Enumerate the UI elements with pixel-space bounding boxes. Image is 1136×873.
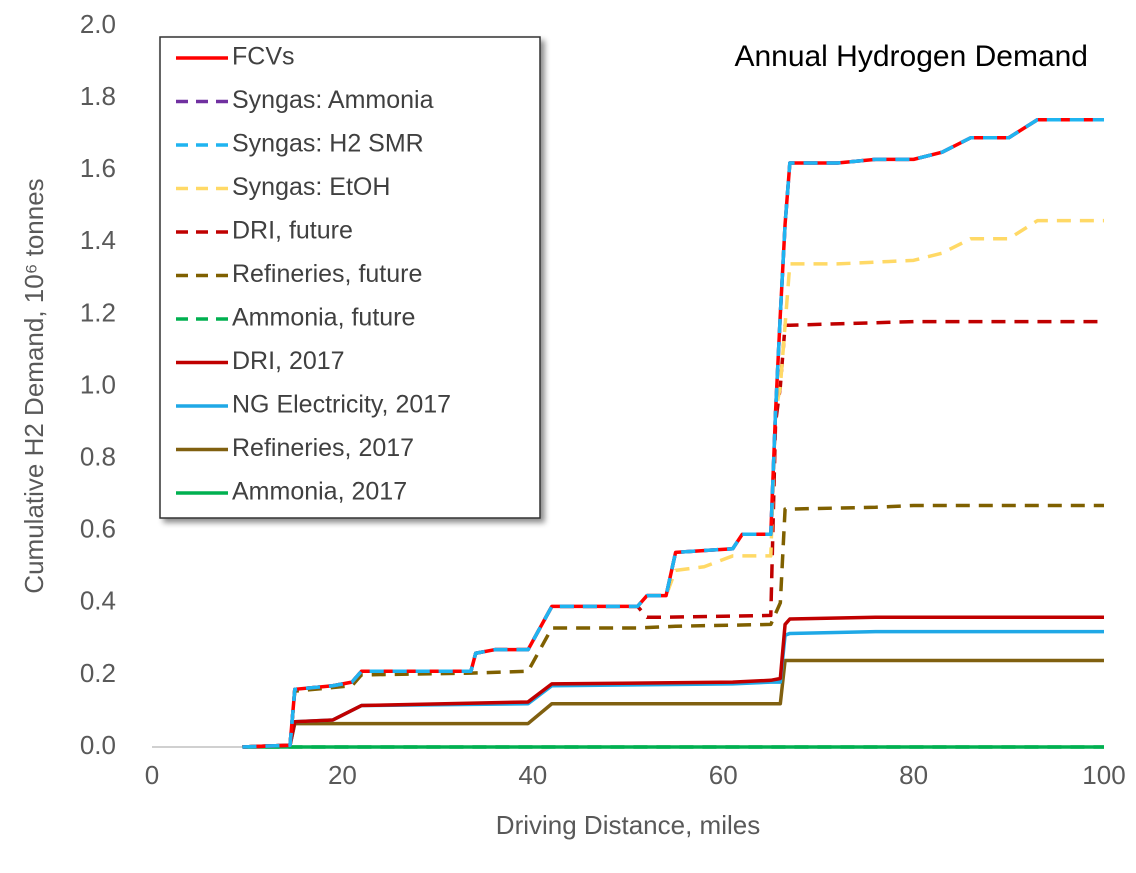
legend-label: NG Electricity, 2017 [232,391,451,419]
plot-lines [242,117,1104,749]
y-tick-label: 0.8 [80,441,116,471]
legend-label: DRI, future [232,217,353,245]
series-line [242,117,1104,749]
y-tick-label: 1.6 [80,153,116,183]
legend-label: Ammonia, 2017 [232,478,407,506]
y-tick-label: 1.8 [80,81,116,111]
legend-label: Syngas: H2 SMR [232,130,424,158]
x-tick-label: 80 [899,760,928,790]
legend-label: Ammonia, future [232,304,415,332]
x-tick-label: 40 [518,760,547,790]
y-tick-label: 0.4 [80,586,116,616]
legend-label: Syngas: Ammonia [232,86,434,114]
legend-label: FCVs [232,43,295,71]
y-axis-title: Cumulative H2 Demand, 10⁶ tonnes [19,178,49,593]
series-line [242,503,1104,749]
y-tick-label: 1.0 [80,369,116,399]
y-tick-label: 0.0 [80,730,116,760]
y-tick-label: 1.2 [80,297,116,327]
annotation: Annual Hydrogen Demand [734,40,1088,73]
legend-label: Refineries, 2017 [232,434,414,462]
x-tick-label: 20 [328,760,357,790]
x-axis-title: Driving Distance, miles [496,810,760,840]
y-tick-label: 0.6 [80,514,116,544]
series-line [242,629,1104,749]
y-tick-label: 2.0 [80,9,116,39]
y-tick-label: 1.4 [80,225,116,255]
legend-label: DRI, 2017 [232,347,345,375]
y-tick-label: 0.2 [80,658,116,688]
legend: FCVs Syngas: Ammonia Syngas: H2 SMR Syngas:… [176,43,451,506]
legend-label: Refineries, future [232,260,422,288]
x-tick-label: 0 [145,760,159,790]
x-tick-label: 60 [709,760,738,790]
legend-box [159,36,541,519]
series-line [242,615,1104,749]
x-tick-label: 100 [1082,760,1125,790]
legend-label: Syngas: EtOH [232,173,390,201]
